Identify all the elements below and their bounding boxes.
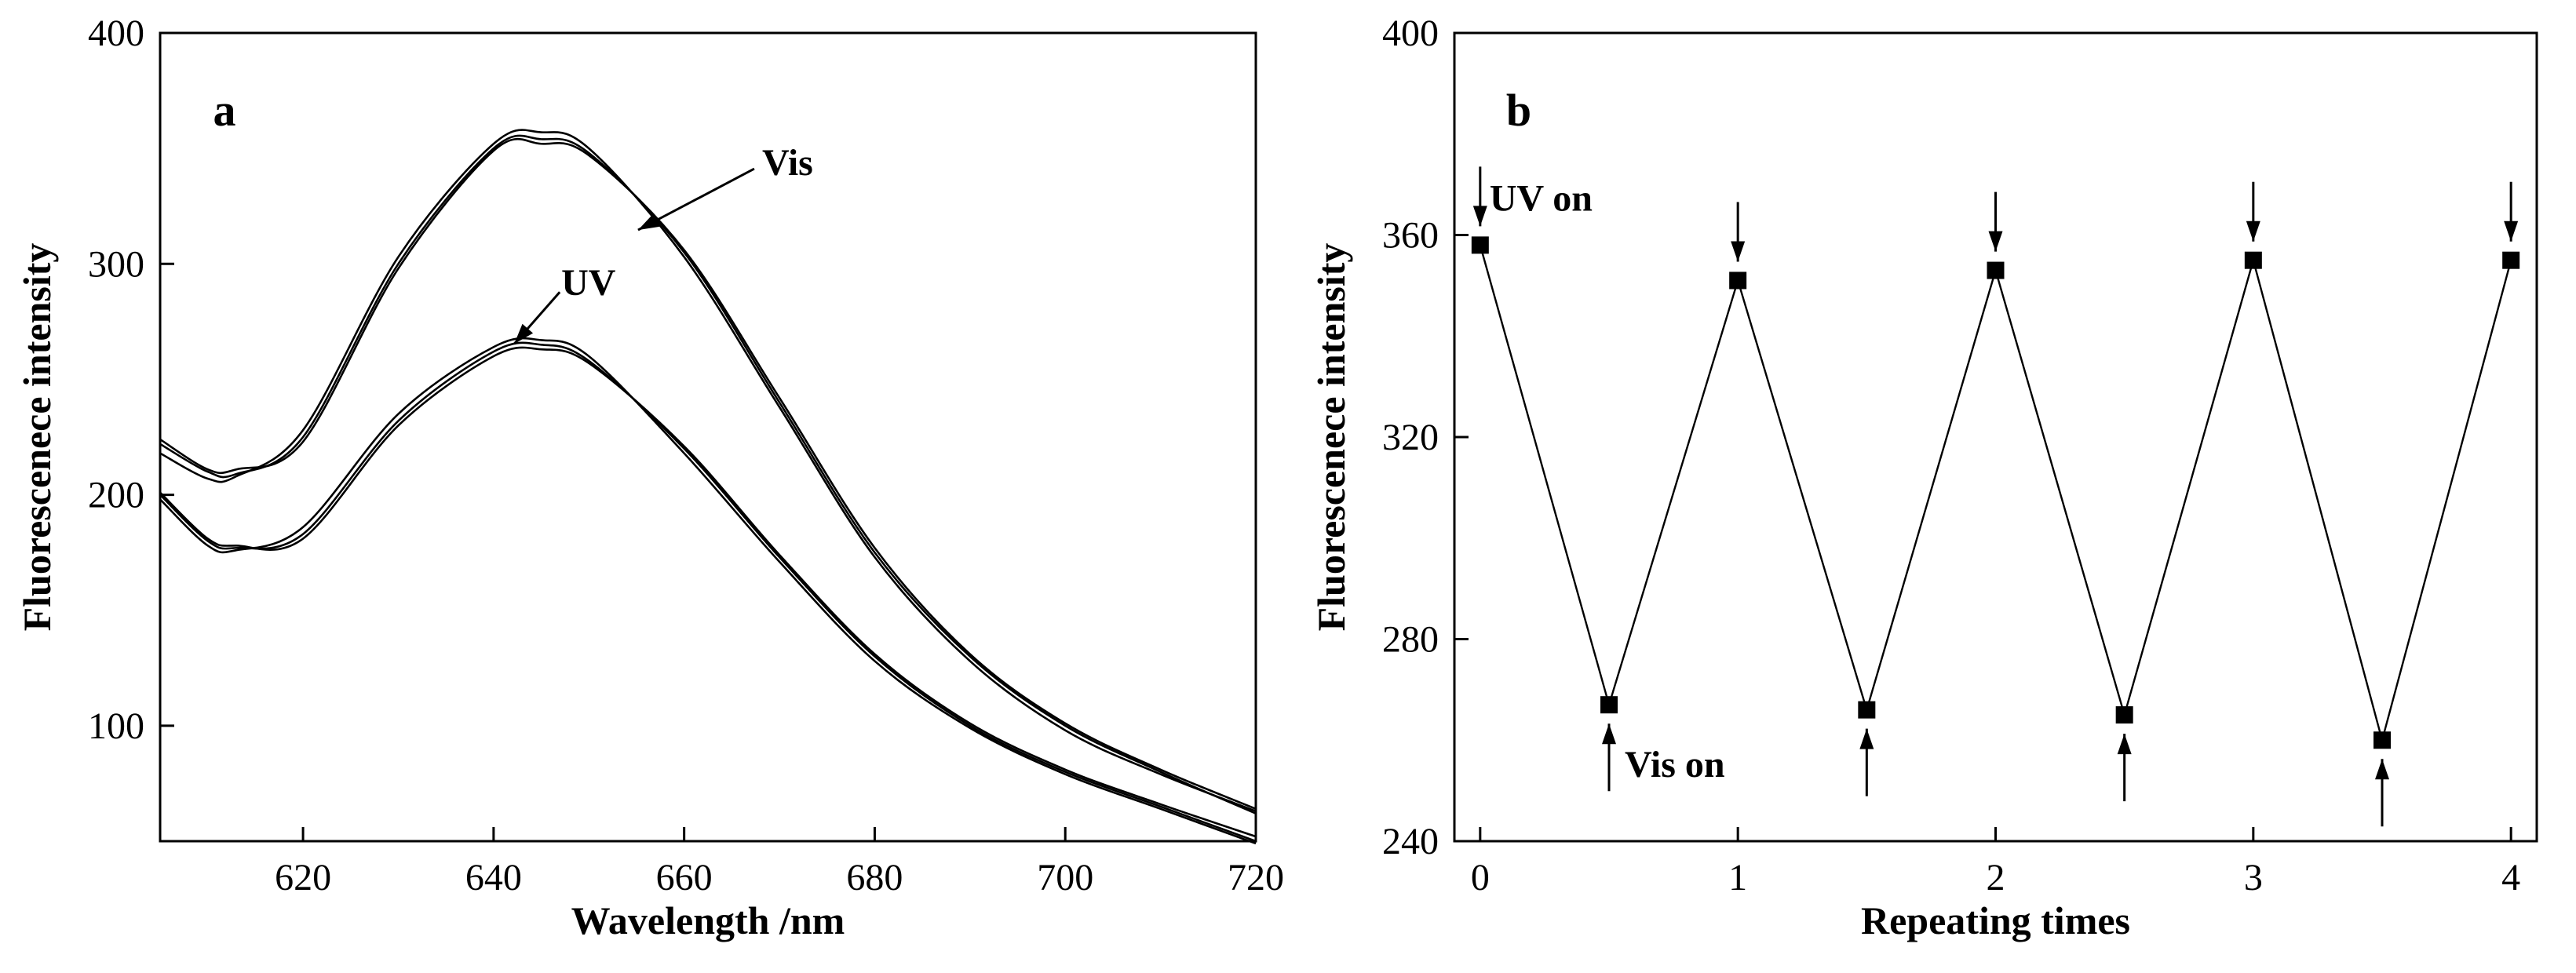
data-point-6	[2244, 251, 2262, 269]
y-tick-label: 360	[1382, 215, 1439, 257]
data-point-3	[1858, 701, 1876, 719]
y-tick-label: 200	[88, 475, 144, 516]
x-tick-label: 680	[846, 857, 903, 898]
panel-label: a	[213, 85, 236, 136]
down-arrow-6-head	[2246, 220, 2260, 242]
up-arrow-7-head	[2375, 759, 2389, 780]
down-arrow-8-head	[2504, 220, 2519, 242]
y-tick-label: 400	[88, 13, 144, 54]
y-tick-label: 300	[88, 243, 144, 285]
data-point-7	[2373, 731, 2391, 749]
plot-frame	[159, 31, 1257, 843]
series-line	[1479, 245, 2512, 744]
up-arrow-5-head	[2117, 734, 2132, 755]
plot-frame	[1453, 31, 2538, 843]
x-tick-label: 640	[465, 857, 522, 898]
series-line-3	[159, 137, 1257, 811]
down-arrow-4-head	[1988, 231, 2003, 252]
uv-on-label: UV on	[1490, 177, 1593, 219]
y-tick-label: 400	[1382, 13, 1439, 54]
x-tick-label: 720	[1228, 857, 1284, 898]
x-axis-title: Wavelength /nm	[571, 898, 845, 942]
series-line-4	[159, 341, 1257, 843]
uv-label: UV	[561, 262, 616, 304]
vis-arrow-shaft	[637, 167, 755, 231]
vis-on-label: Vis on	[1625, 744, 1725, 785]
series-line-5	[159, 337, 1257, 845]
y-tick-label: 100	[88, 705, 144, 747]
data-point-2	[1729, 271, 1747, 290]
up-arrow-3-head	[1859, 728, 1874, 749]
panel-label: b	[1506, 85, 1531, 136]
down-arrow-2-head	[1731, 241, 1746, 262]
x-tick-label: 660	[656, 857, 713, 898]
x-tick-label: 2	[1987, 857, 2005, 898]
x-tick-label: 0	[1471, 857, 1490, 898]
uv-arrow-head	[514, 323, 534, 344]
data-point-0	[1471, 236, 1489, 254]
down-arrow-0-head	[1472, 206, 1487, 227]
data-point-4	[1987, 261, 2005, 279]
x-tick-label: 3	[2244, 857, 2263, 898]
vis-label: Vis	[762, 142, 813, 184]
x-tick-label: 620	[275, 857, 331, 898]
chart-panel-b: 0 1 2 3 4 240 280 320 360 400 Repeating times Fluor…	[1309, 13, 2538, 942]
x-tick-label: 4	[2501, 857, 2520, 898]
data-point-8	[2502, 251, 2520, 269]
x-tick-label: 700	[1037, 857, 1093, 898]
data-point-5	[2115, 706, 2133, 724]
y-axis-title: Fluorescenece intensity	[15, 243, 59, 632]
chart-panel-a: 620 640 660 680 700 720 100 200 300 400 Wavelength…	[15, 13, 1284, 942]
y-tick-label: 320	[1382, 417, 1439, 458]
series-line-6	[159, 346, 1257, 838]
vis-arrow-head	[637, 214, 660, 231]
y-axis-title: Fluorescenece intensity	[1309, 243, 1353, 632]
data-point-1	[1600, 696, 1618, 714]
y-tick-label: 280	[1382, 619, 1439, 661]
x-tick-label: 1	[1728, 857, 1747, 898]
x-axis-title: Repeating times	[1861, 898, 2130, 942]
y-tick-label: 240	[1382, 821, 1439, 862]
up-arrow-1-head	[1602, 723, 1616, 745]
